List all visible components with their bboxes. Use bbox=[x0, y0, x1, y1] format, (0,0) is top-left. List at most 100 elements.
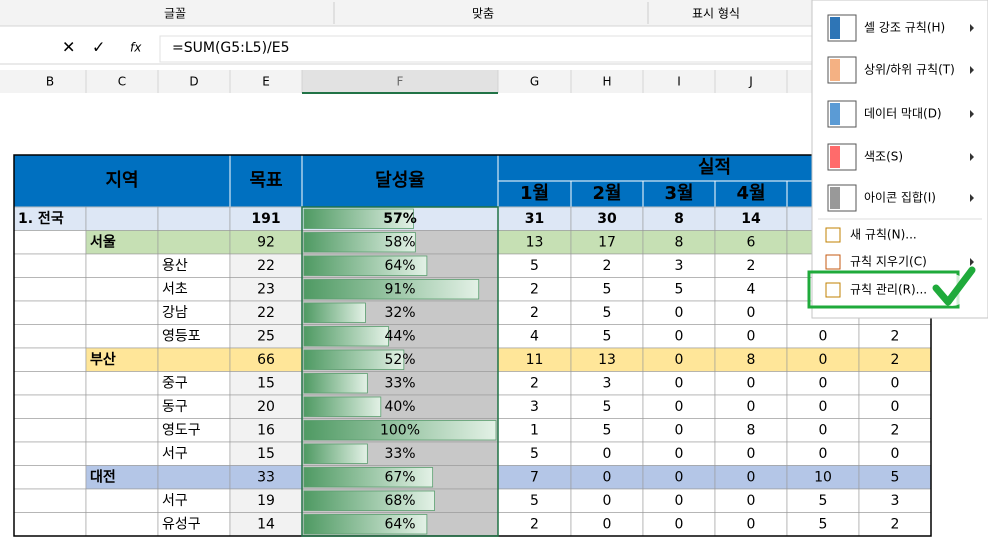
cell bbox=[13, 488, 87, 513]
actual-value: 0 bbox=[747, 493, 756, 509]
enter-button[interactable]: ✓ bbox=[92, 38, 105, 57]
selected-column-header bbox=[302, 70, 498, 93]
cell bbox=[85, 253, 159, 278]
actual-value: 0 bbox=[747, 516, 756, 532]
rate-label: 40% bbox=[384, 399, 415, 415]
menu-item-label[interactable]: 색조(S) bbox=[864, 150, 903, 164]
menu-icon-fill bbox=[830, 187, 840, 209]
cell bbox=[13, 324, 87, 349]
cell bbox=[13, 465, 87, 490]
formula-text[interactable]: =SUM(G5:L5)/E5 bbox=[172, 40, 290, 56]
rate-label: 33% bbox=[384, 375, 415, 391]
column-header: H bbox=[602, 75, 611, 89]
rate-label: 32% bbox=[384, 305, 415, 321]
submenu-arrow bbox=[970, 24, 974, 32]
actual-value: 0 bbox=[675, 328, 684, 344]
actual-value: 0 bbox=[675, 422, 684, 438]
target-value: 22 bbox=[257, 258, 275, 274]
column-header: D bbox=[189, 75, 198, 89]
selected-column bbox=[301, 206, 499, 537]
data-bar bbox=[303, 302, 366, 323]
actual-value: 30 bbox=[597, 211, 617, 227]
cell bbox=[13, 277, 87, 302]
actual-value: 5 bbox=[819, 493, 828, 509]
column-header: G bbox=[530, 75, 539, 89]
region-label: 영등포 bbox=[162, 328, 201, 344]
rate-label: 100% bbox=[380, 422, 420, 438]
cell bbox=[13, 300, 87, 325]
actual-value: 4 bbox=[747, 281, 756, 297]
actual-value: 0 bbox=[819, 399, 828, 415]
header-text: 2월 bbox=[592, 183, 621, 204]
actual-value: 1 bbox=[530, 422, 539, 438]
actual-value: 2 bbox=[530, 305, 539, 321]
region-label: 부산 bbox=[90, 351, 116, 368]
actual-value: 0 bbox=[891, 446, 900, 462]
ribbon-group-label: 글꼴 bbox=[164, 7, 186, 21]
actual-value: 0 bbox=[747, 399, 756, 415]
region-label: 서울 bbox=[90, 233, 116, 250]
actual-value: 8 bbox=[747, 422, 756, 438]
rate-label: 58% bbox=[384, 234, 415, 250]
column-header: E bbox=[262, 75, 270, 89]
actual-value: 0 bbox=[603, 469, 612, 485]
menu-icon-fill bbox=[830, 146, 840, 168]
actual-value: 13 bbox=[598, 352, 616, 368]
actual-value: 2 bbox=[603, 258, 612, 274]
actual-value: 5 bbox=[603, 399, 612, 415]
actual-value: 7 bbox=[530, 469, 539, 485]
actual-value: 0 bbox=[819, 375, 828, 391]
menu-icon bbox=[825, 227, 841, 243]
actual-value: 2 bbox=[891, 516, 900, 532]
target-value: 15 bbox=[257, 375, 275, 391]
region-label: 대전 bbox=[90, 468, 116, 485]
region-label: 동구 bbox=[162, 399, 188, 415]
region-label: 강남 bbox=[162, 305, 188, 321]
data-bar bbox=[303, 443, 368, 464]
rate-label: 91% bbox=[384, 281, 415, 297]
menu-item-label[interactable]: 아이콘 집합(I) bbox=[864, 191, 936, 205]
actual-value: 5 bbox=[530, 493, 539, 509]
actual-value: 0 bbox=[675, 469, 684, 485]
actual-value: 13 bbox=[526, 234, 544, 250]
actual-value: 11 bbox=[526, 352, 544, 368]
menu-icon-fill bbox=[830, 103, 840, 125]
header-text: 1월 bbox=[520, 183, 549, 204]
actual-value: 0 bbox=[675, 352, 684, 368]
actual-value: 3 bbox=[530, 399, 539, 415]
cancel-button[interactable]: ✕ bbox=[62, 38, 75, 57]
cell bbox=[13, 230, 87, 255]
actual-value: 5 bbox=[530, 258, 539, 274]
cell bbox=[157, 465, 231, 490]
actual-value: 0 bbox=[603, 446, 612, 462]
actual-value: 5 bbox=[603, 281, 612, 297]
menu-icon bbox=[825, 282, 841, 298]
actual-value: 5 bbox=[819, 516, 828, 532]
menu-item-label[interactable]: 상위/하위 규칙(T) bbox=[864, 63, 955, 77]
target-value: 92 bbox=[257, 234, 275, 250]
actual-value: 0 bbox=[819, 446, 828, 462]
rate-label: 68% bbox=[384, 493, 415, 509]
menu-item-label[interactable]: 규칙 관리(R)... bbox=[850, 283, 927, 297]
menu-item-label[interactable]: 셀 강조 규칙(H) bbox=[864, 21, 945, 35]
submenu-arrow bbox=[970, 110, 974, 118]
menu-item-label[interactable]: 규칙 지우기(C) bbox=[850, 255, 927, 269]
actual-value: 2 bbox=[891, 422, 900, 438]
actual-value: 3 bbox=[675, 258, 684, 274]
data-bar bbox=[303, 396, 382, 417]
target-value: 19 bbox=[257, 493, 275, 509]
actual-value: 0 bbox=[675, 305, 684, 321]
menu-item-label[interactable]: 데이터 막대(D) bbox=[864, 107, 942, 121]
check-mark bbox=[932, 266, 976, 306]
column-header: I bbox=[677, 75, 681, 89]
column-header: C bbox=[118, 75, 126, 89]
data-bar bbox=[303, 490, 435, 511]
fx-button[interactable]: fx bbox=[130, 41, 142, 55]
actual-value: 2 bbox=[891, 328, 900, 344]
actual-value: 2 bbox=[530, 281, 539, 297]
actual-value: 10 bbox=[814, 469, 832, 485]
rate-label: 33% bbox=[384, 446, 415, 462]
menu-item-label[interactable]: 새 규칙(N)... bbox=[850, 228, 917, 242]
actual-value: 6 bbox=[747, 234, 756, 250]
actual-value: 17 bbox=[598, 234, 616, 250]
